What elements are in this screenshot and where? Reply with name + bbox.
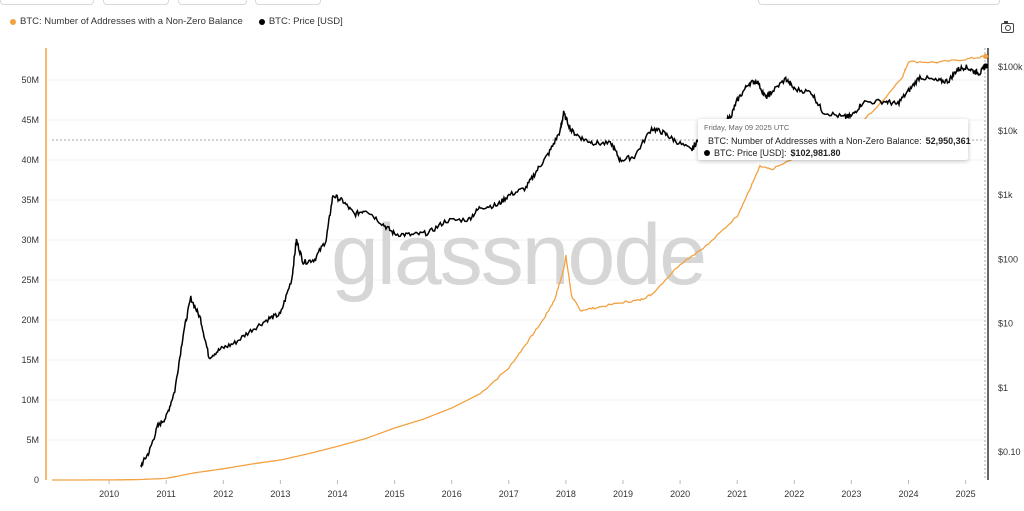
legend-item-price[interactable]: BTC: Price [USD]	[258, 16, 343, 27]
y-left-tick-label: 15M	[21, 355, 39, 365]
tooltip-row-addresses: BTC: Number of Addresses with a Non-Zero…	[704, 135, 971, 147]
toolbar-button-2[interactable]	[103, 0, 169, 5]
y-right-tick-label: $1k	[998, 190, 1013, 200]
tooltip-value-addresses: 52,950,361	[925, 136, 971, 146]
y-right-tick-label: $100k	[998, 62, 1023, 72]
top-toolbar	[0, 0, 1024, 8]
tooltip-row-price: BTC: Price [USD]: $102,981.80	[704, 147, 962, 159]
x-tick-label: 2016	[442, 489, 462, 499]
camera-icon[interactable]	[1001, 21, 1014, 33]
x-tick-label: 2025	[956, 489, 976, 499]
y-left-tick-label: 25M	[21, 275, 39, 285]
tooltip-label-addresses: BTC: Number of Addresses with a Non-Zero…	[708, 136, 922, 146]
hover-tooltip: Friday, May 09 2025 UTC BTC: Number of A…	[698, 119, 971, 160]
x-tick-label: 2014	[327, 489, 347, 499]
x-tick-label: 2024	[898, 489, 918, 499]
x-tick-label: 2020	[670, 489, 690, 499]
y-axis-right-ticks: $0.10 $1 $10 $100 $1k $10k $100k	[998, 62, 1023, 457]
x-tick-label: 2011	[157, 489, 176, 499]
x-tick-label: 2010	[99, 489, 119, 499]
y-right-tick-label: $10	[998, 319, 1013, 329]
tooltip-date: Friday, May 09 2025 UTC	[704, 123, 790, 132]
gridlines	[47, 79, 985, 441]
y-left-tick-label: 5M	[26, 435, 39, 445]
legend-label-addresses: BTC: Number of Addresses with a Non-Zero…	[20, 16, 243, 27]
y-left-tick-label: 35M	[21, 195, 39, 205]
y-left-tick-label: 45M	[21, 115, 39, 125]
y-axis-left-ticks: 0 5M 10M 15M 20M 25M 30M 35M 40M 45M 50M	[21, 75, 39, 485]
y-left-tick-label: 0	[34, 475, 39, 485]
hover-marker-addresses	[983, 53, 989, 60]
tooltip-label-price: BTC: Price [USD]:	[714, 148, 787, 158]
watermark-logo: glassnode	[331, 207, 705, 303]
x-axis-ticks: 2010 2011 2012 2013 2014 2015 2016 2017 2018 2019…	[99, 480, 976, 499]
x-tick-label: 2019	[613, 489, 633, 499]
y-right-tick-label: $100	[998, 254, 1018, 264]
y-left-tick-label: 10M	[21, 395, 39, 405]
hover-marker-price	[983, 63, 989, 69]
legend-item-addresses[interactable]: BTC: Number of Addresses with a Non-Zero…	[10, 16, 243, 27]
legend-label-price: BTC: Price [USD]	[268, 16, 343, 27]
y-left-tick-label: 50M	[21, 75, 39, 85]
legend-dot-price	[258, 18, 265, 25]
x-tick-label: 2013	[270, 489, 290, 499]
x-tick-label: 2022	[784, 489, 804, 499]
y-right-tick-label: $10k	[998, 126, 1018, 136]
y-right-tick-label: $0.10	[998, 447, 1021, 457]
x-tick-label: 2012	[213, 489, 233, 499]
legend-dot-addresses	[10, 18, 16, 25]
x-tick-label: 2015	[385, 489, 405, 499]
y-right-tick-label: $1	[998, 383, 1008, 393]
y-left-tick-label: 40M	[21, 155, 39, 165]
toolbar-button-4[interactable]	[255, 0, 321, 5]
x-tick-label: 2018	[556, 489, 576, 499]
tooltip-dot-price	[704, 150, 710, 156]
toolbar-button-1[interactable]	[0, 0, 94, 5]
x-tick-label: 2021	[727, 489, 747, 499]
toolbar-button-3[interactable]	[178, 0, 247, 5]
tooltip-value-price: $102,981.80	[790, 148, 841, 158]
x-tick-label: 2017	[499, 489, 519, 499]
x-tick-label: 2023	[841, 489, 861, 499]
y-left-tick-label: 30M	[21, 235, 39, 245]
toolbar-dropdown[interactable]	[758, 0, 1000, 5]
series-line-price	[139, 63, 987, 468]
chart-legend: BTC: Number of Addresses with a Non-Zero…	[10, 16, 343, 27]
y-left-tick-label: 20M	[21, 315, 39, 325]
